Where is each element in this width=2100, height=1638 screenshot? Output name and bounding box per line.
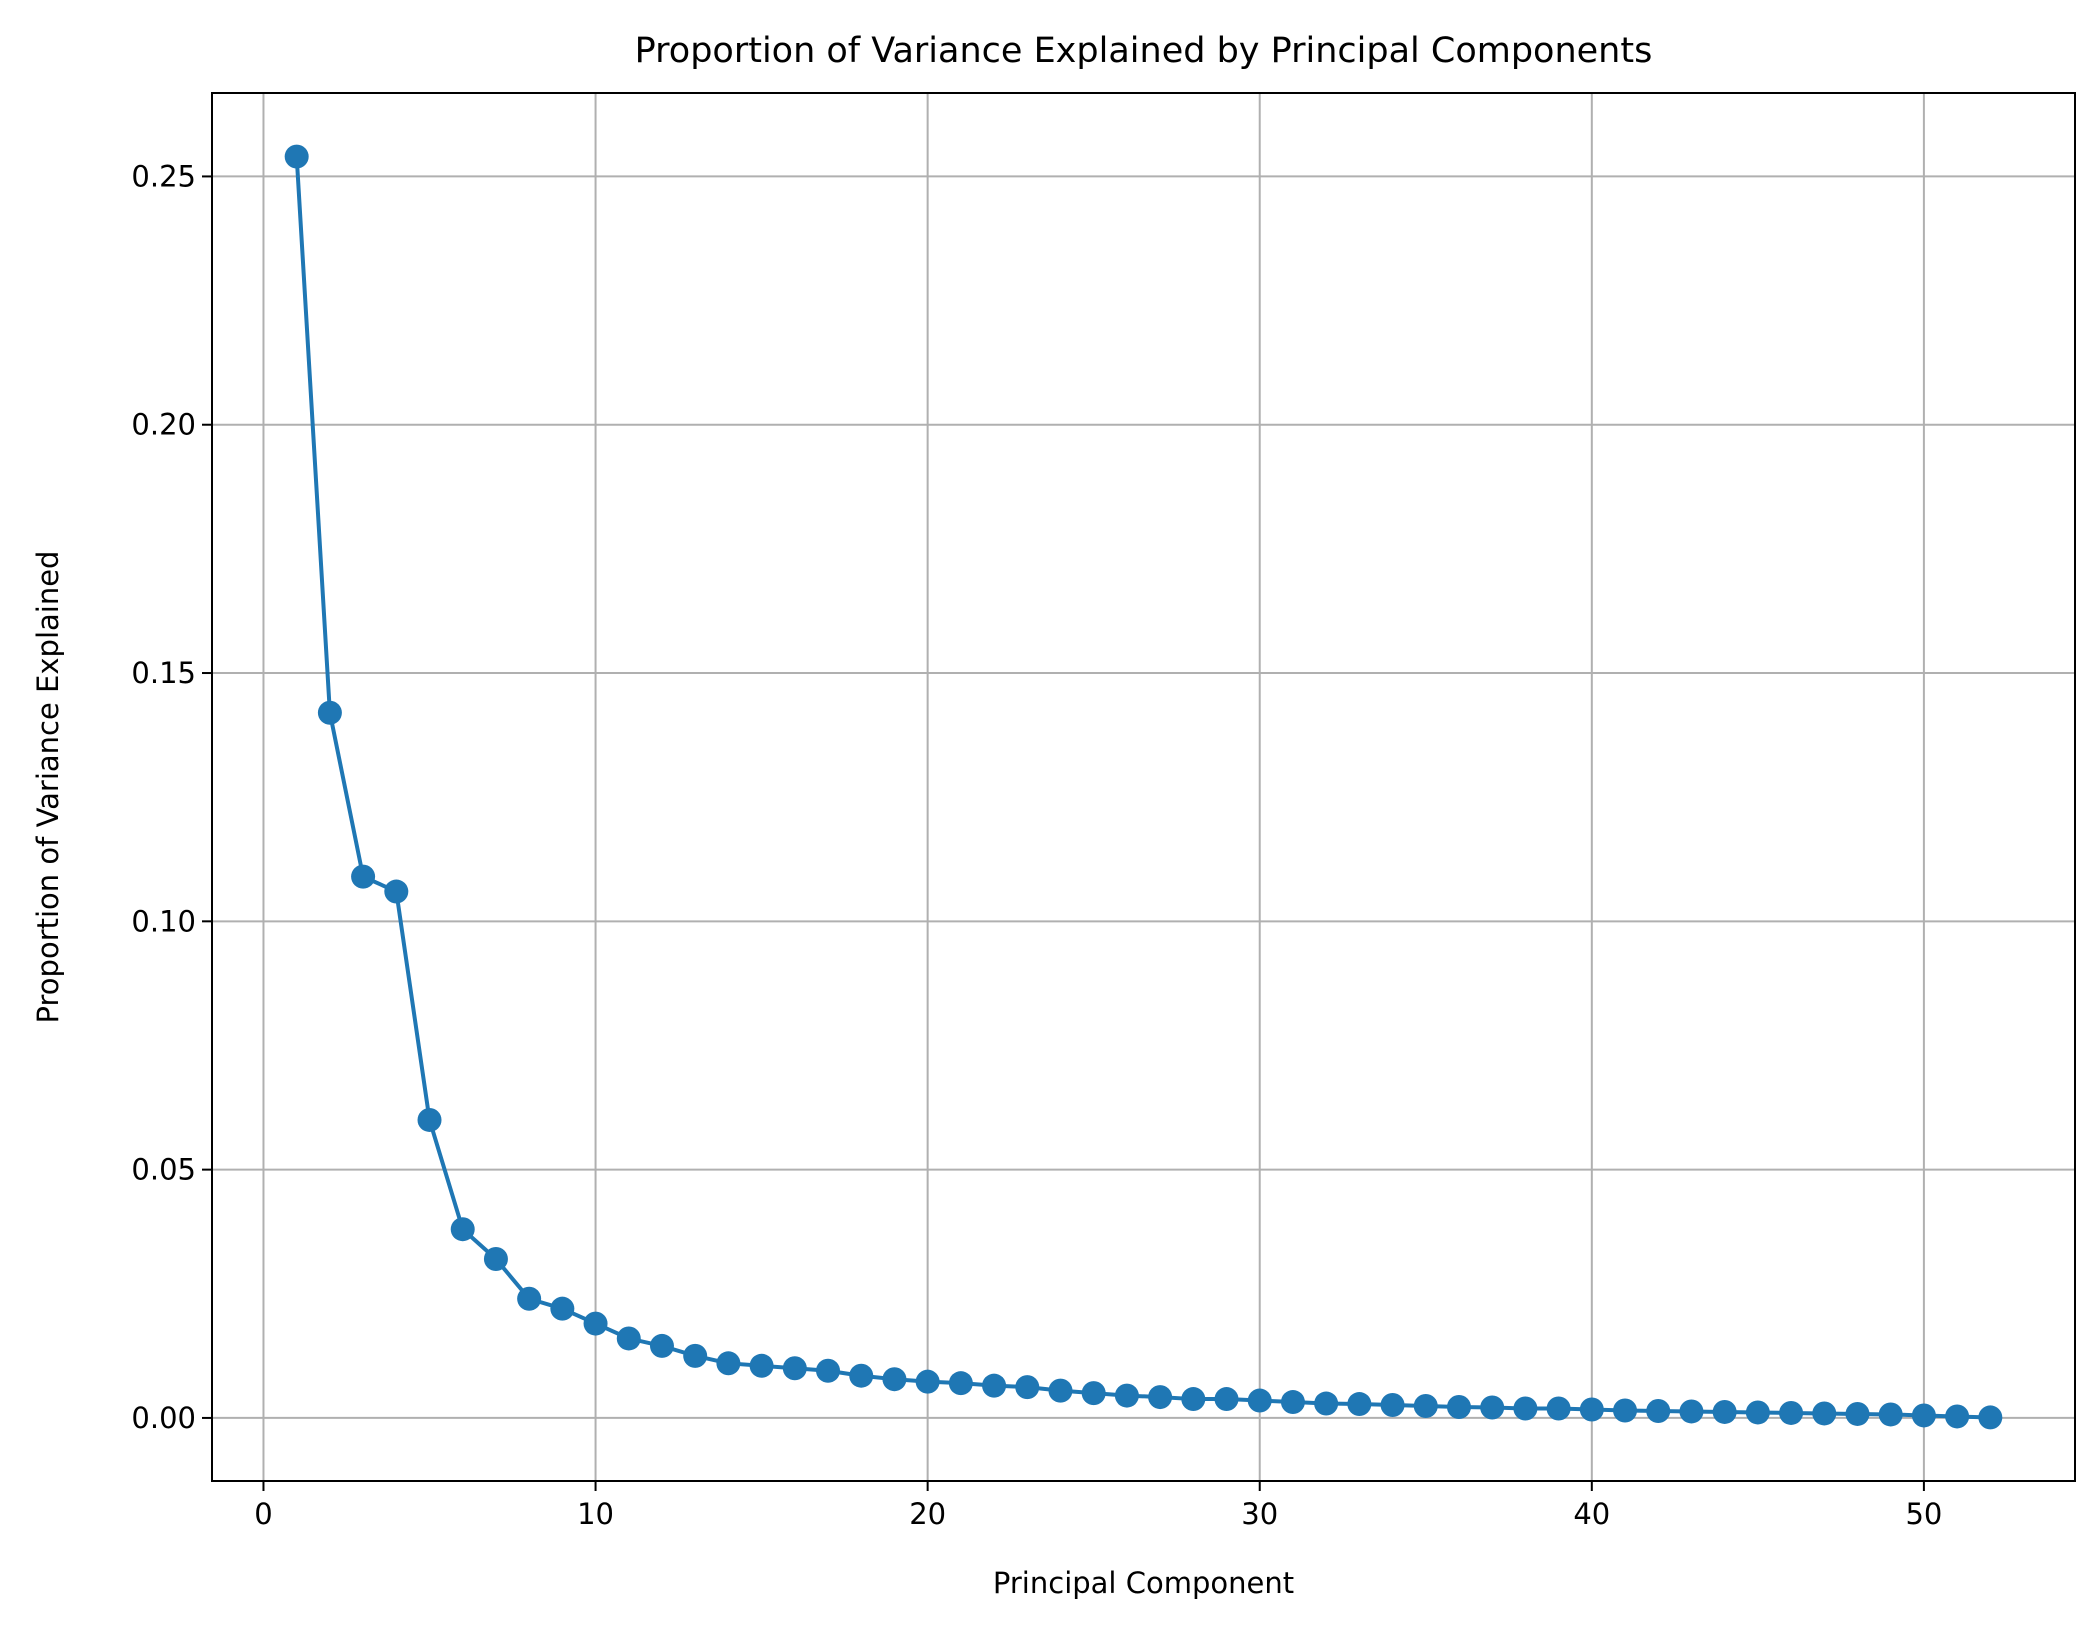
x-tick-label: 0 xyxy=(254,1497,272,1531)
data-point xyxy=(849,1363,874,1388)
data-point xyxy=(550,1296,575,1321)
data-point xyxy=(284,144,309,169)
data-point xyxy=(782,1356,807,1381)
data-point xyxy=(1314,1391,1339,1416)
data-point xyxy=(1048,1378,1073,1403)
y-axis-title: Proportion of Variance Explained xyxy=(31,551,65,1024)
data-point xyxy=(1845,1401,1870,1426)
y-tick-label: 0.25 xyxy=(131,159,196,193)
y-tick-label: 0.20 xyxy=(131,408,196,442)
series-line xyxy=(294,156,1991,1420)
data-point xyxy=(1446,1395,1471,1420)
data-point xyxy=(1380,1393,1405,1418)
data-point xyxy=(450,1217,475,1242)
data-point xyxy=(1280,1390,1305,1415)
x-tick-label: 40 xyxy=(1573,1497,1610,1531)
plot-area-frame xyxy=(211,92,2076,1482)
data-point xyxy=(1148,1385,1173,1410)
data-point xyxy=(1779,1400,1804,1425)
data-point xyxy=(683,1343,708,1368)
data-point xyxy=(1745,1400,1770,1425)
data-point xyxy=(1081,1381,1106,1406)
x-axis-title: Principal Component xyxy=(993,1566,1294,1600)
grid xyxy=(212,93,2075,1481)
data-point xyxy=(1247,1388,1272,1413)
data-point xyxy=(384,879,409,904)
data-point xyxy=(649,1333,674,1358)
data-point xyxy=(1579,1397,1604,1422)
data-point xyxy=(1978,1405,2003,1430)
axis-ticks: 0 10 20 30 40 50 0.00 0.05 0.10 0.15 0.20 0.25 xyxy=(131,159,1942,1531)
chart-title: Proportion of Variance Explained by Prin… xyxy=(635,31,1653,71)
data-point xyxy=(1347,1392,1372,1417)
data-point xyxy=(1513,1396,1538,1421)
data-point xyxy=(948,1371,973,1396)
data-point xyxy=(1480,1395,1505,1420)
y-tick-label: 0.00 xyxy=(131,1401,196,1435)
data-point xyxy=(517,1286,542,1311)
data-point xyxy=(1214,1387,1239,1412)
data-point xyxy=(1712,1399,1737,1424)
data-point xyxy=(483,1247,508,1272)
data-point xyxy=(1812,1401,1837,1426)
x-tick-label: 10 xyxy=(577,1497,614,1531)
data-point xyxy=(1613,1398,1638,1423)
y-tick-label: 0.15 xyxy=(131,656,196,690)
data-point xyxy=(1679,1399,1704,1424)
data-point xyxy=(583,1311,608,1336)
data-point xyxy=(1181,1387,1206,1412)
data-point xyxy=(982,1373,1007,1398)
x-tick-label: 20 xyxy=(909,1497,946,1531)
data-point xyxy=(882,1367,907,1392)
data-point xyxy=(1413,1394,1438,1419)
y-tick-label: 0.10 xyxy=(131,904,196,938)
data-point xyxy=(1911,1403,1936,1428)
data-point xyxy=(616,1326,641,1351)
x-tick-label: 30 xyxy=(1241,1497,1278,1531)
data-point xyxy=(317,700,342,725)
data-point xyxy=(816,1358,841,1383)
y-tick-label: 0.05 xyxy=(131,1153,196,1187)
data-point xyxy=(1878,1402,1903,1427)
data-point xyxy=(1546,1396,1571,1421)
x-tick-label: 50 xyxy=(1905,1497,1942,1531)
data-point xyxy=(1945,1404,1970,1429)
data-point xyxy=(749,1353,774,1378)
data-series xyxy=(284,144,2003,1430)
data-point xyxy=(1015,1375,1040,1400)
data-point xyxy=(716,1351,741,1376)
data-point xyxy=(915,1369,940,1394)
data-point xyxy=(417,1107,442,1132)
data-point xyxy=(1646,1398,1671,1423)
data-point xyxy=(351,864,376,889)
data-point xyxy=(1114,1383,1139,1408)
